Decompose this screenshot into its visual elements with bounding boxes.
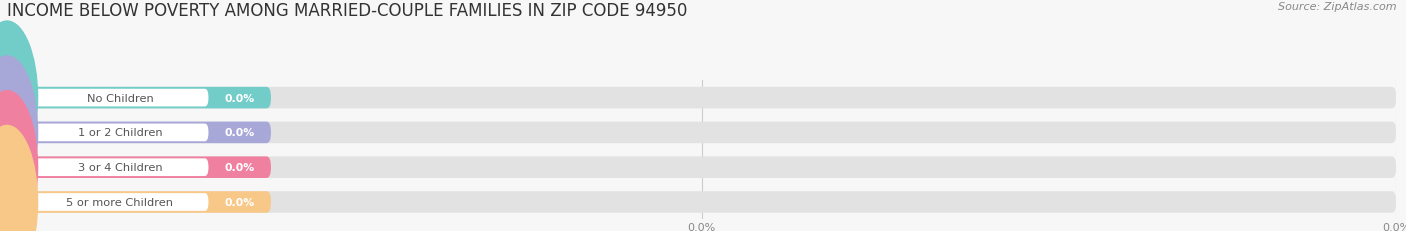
FancyBboxPatch shape bbox=[7, 191, 1396, 213]
FancyBboxPatch shape bbox=[7, 87, 1396, 109]
FancyBboxPatch shape bbox=[7, 122, 271, 143]
Text: 0.0%: 0.0% bbox=[225, 128, 254, 138]
Text: 3 or 4 Children: 3 or 4 Children bbox=[77, 162, 162, 173]
Text: No Children: No Children bbox=[87, 93, 153, 103]
FancyBboxPatch shape bbox=[7, 157, 271, 178]
Circle shape bbox=[0, 91, 38, 231]
Text: 0.0%: 0.0% bbox=[225, 197, 254, 207]
Text: INCOME BELOW POVERTY AMONG MARRIED-COUPLE FAMILIES IN ZIP CODE 94950: INCOME BELOW POVERTY AMONG MARRIED-COUPL… bbox=[7, 2, 688, 20]
Circle shape bbox=[0, 57, 38, 209]
Circle shape bbox=[0, 126, 38, 231]
FancyBboxPatch shape bbox=[31, 124, 208, 142]
FancyBboxPatch shape bbox=[31, 159, 208, 176]
FancyBboxPatch shape bbox=[7, 157, 1396, 178]
Text: 0.0%: 0.0% bbox=[225, 93, 254, 103]
FancyBboxPatch shape bbox=[7, 87, 271, 109]
Text: 5 or more Children: 5 or more Children bbox=[66, 197, 173, 207]
Circle shape bbox=[0, 22, 38, 174]
FancyBboxPatch shape bbox=[31, 89, 208, 107]
Text: 0.0%: 0.0% bbox=[225, 162, 254, 173]
FancyBboxPatch shape bbox=[31, 193, 208, 211]
FancyBboxPatch shape bbox=[7, 191, 271, 213]
FancyBboxPatch shape bbox=[7, 122, 1396, 143]
Text: 1 or 2 Children: 1 or 2 Children bbox=[77, 128, 162, 138]
Text: Source: ZipAtlas.com: Source: ZipAtlas.com bbox=[1278, 2, 1396, 12]
